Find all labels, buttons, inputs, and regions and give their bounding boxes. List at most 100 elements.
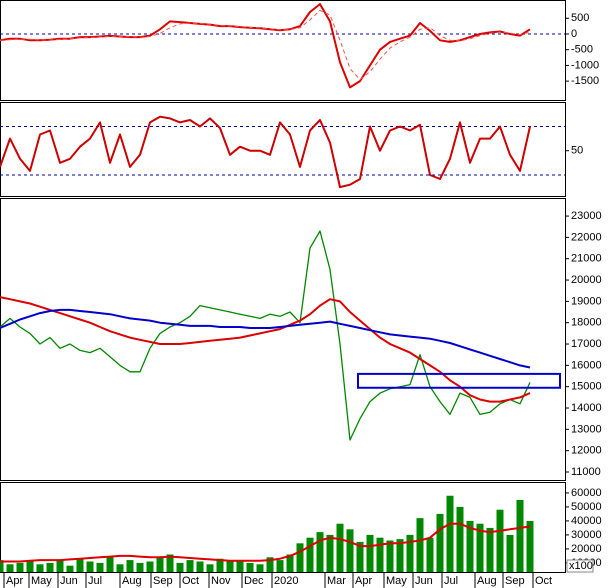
volume-bar [266,557,274,572]
x-tick-label: Jul [88,575,102,587]
x-tick-label: 2020 [274,575,298,587]
x-tick-label: Jul [444,575,458,587]
volume-bar [286,554,294,572]
volume-bar [436,513,444,572]
series-line [0,115,531,189]
volume-bar [336,523,344,572]
volume-bar [476,523,484,572]
x-tick-label: Jun [415,575,433,587]
volume-bar [46,562,54,572]
volume-bar [296,543,304,572]
volume-bar [426,537,434,572]
volume-bar [76,558,84,572]
y-tick-label: 21000 [571,253,602,265]
y-tick-label: -1500 [571,75,599,87]
volume-bar [456,506,464,572]
series-line [0,9,531,81]
series-line [0,308,531,369]
volume-bar [236,560,244,572]
y-tick-label: 40000 [571,515,602,527]
y-tick-label: -500 [571,44,593,56]
x-tick-label: Mar [327,575,346,587]
panel-frame [0,0,566,101]
volume-bar [6,564,14,572]
volume-bar [96,562,104,572]
volume-bar [346,529,354,572]
volume-bar [86,561,94,572]
y-tick-label: 50 [571,145,583,157]
x-tick-label: Aug [477,575,497,587]
y-tick-label: 0 [571,28,577,40]
series-line [0,230,531,441]
volume-bar [306,537,314,572]
y-tick-label: 20000 [571,274,602,286]
volume-bar [526,520,534,572]
unit-label: x100 [569,560,593,572]
volume-bar [466,520,474,572]
y-tick-label: 17000 [571,338,602,350]
volume-bar [486,527,494,572]
x-tick-label: Apr [6,575,23,587]
volume-bar [0,560,4,572]
y-tick-label: 14000 [571,402,602,414]
y-tick-label: 18000 [571,317,602,329]
panel-frame [0,482,566,573]
y-tick-label: 19000 [571,295,602,307]
volume-bar [396,539,404,572]
y-tick-label: 15000 [571,381,602,393]
volume-bar [196,561,204,572]
volume-bar [36,564,44,572]
volume-bar [326,534,334,572]
volume-bar [506,534,514,572]
volume-bar [56,560,64,572]
volume-bar [276,560,284,572]
volume-bar [316,532,324,572]
volume-bar [386,540,394,572]
panel-frame [0,102,566,197]
volume-bar [356,541,364,572]
volume-bar [176,562,184,572]
volume-bar [206,564,214,572]
volume-bar [256,564,264,572]
y-tick-label: 30000 [571,529,602,541]
y-tick-label: 11000 [571,466,601,478]
x-tick-label: Sep [505,575,525,587]
x-tick-label: Apr [355,575,372,587]
volume-bar [166,554,174,572]
volume-bar [446,495,454,572]
y-tick-label: 13000 [571,423,602,435]
volume-bar [26,561,34,572]
volume-bar [376,537,384,572]
x-tick-label: Nov [211,575,231,587]
y-tick-label: 20000 [571,543,602,555]
y-tick-label: 22000 [571,231,602,243]
unit-label-box [566,559,594,573]
y-tick-label: 16000 [571,359,602,371]
volume-bar [66,565,74,572]
volume-bar [366,534,374,572]
volume-bar [16,562,24,572]
x-tick-label: Oct [182,575,199,587]
volume-bar [126,560,134,572]
volume-bar [216,558,224,572]
volume-bar [136,562,144,572]
highlight-box [357,372,561,389]
volume-bar [416,518,424,572]
x-tick-label: May [386,575,407,587]
volume-bar [146,561,154,572]
x-tick-label: Sep [153,575,173,587]
volume-bar [406,534,414,572]
y-tick-label: 12000 [571,445,602,457]
x-tick-label: May [31,575,52,587]
panel-frame [0,198,566,481]
x-tick-label: Dec [244,575,264,587]
y-tick-label: 500 [571,12,589,24]
volume-bar [226,561,234,572]
series-line [0,522,531,563]
volume-bar [496,509,504,572]
y-tick-label: 23000 [571,210,602,222]
y-tick-label: 60000 [571,487,602,499]
volume-bar [246,562,254,572]
